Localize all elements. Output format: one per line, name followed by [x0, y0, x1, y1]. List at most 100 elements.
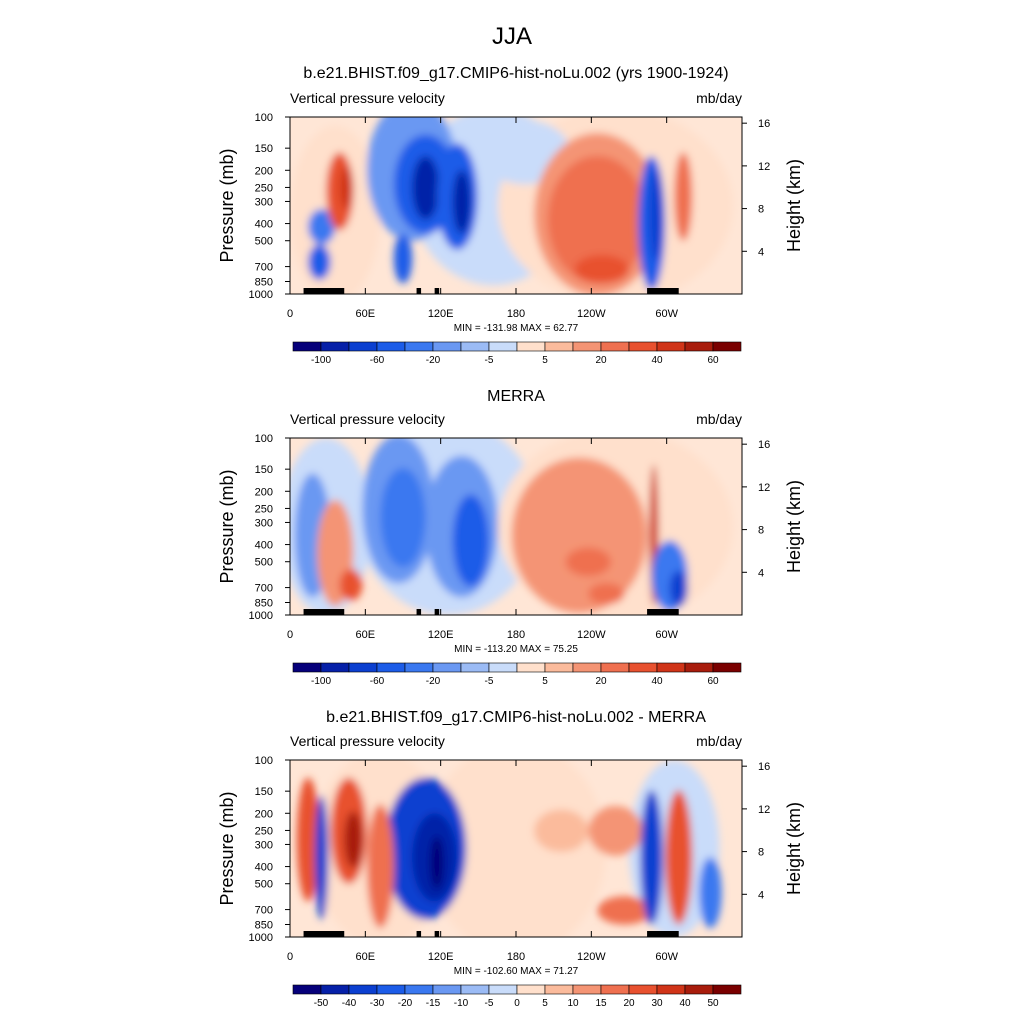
y2-axis-title: Height (km) [784, 802, 804, 895]
colorbar-swatch [376, 662, 406, 673]
colorbar-swatch [292, 662, 322, 673]
colorbar-swatch [432, 341, 462, 352]
panel-0: b.e21.BHIST.f09_g17.CMIP6-hist-noLu.002 … [217, 65, 804, 366]
colorbar-label: -5 [485, 998, 494, 1009]
y-tick-label: 200 [255, 165, 273, 177]
y2-tick-label: 12 [758, 161, 770, 173]
colorbar-label: 0 [514, 998, 520, 1009]
colorbar-label: -40 [342, 998, 357, 1009]
colorbar-swatch [712, 662, 742, 673]
colorbar-label: 60 [707, 676, 719, 687]
y-axis-title: Pressure (mb) [217, 791, 237, 905]
colorbar-swatch [684, 984, 714, 995]
y-tick-label: 400 [255, 219, 273, 231]
colorbar-label: -60 [370, 676, 385, 687]
colorbar-label: -20 [426, 676, 441, 687]
y-tick-label: 700 [255, 905, 273, 917]
colorbar-swatch [488, 984, 518, 995]
colorbar-label: 15 [595, 998, 607, 1009]
colorbar-label: 20 [623, 998, 635, 1009]
colorbar-label: -15 [426, 998, 441, 1009]
y2-tick-label: 16 [758, 761, 770, 773]
y-axis-title: Pressure (mb) [217, 148, 237, 262]
y-tick-label: 500 [255, 879, 273, 891]
y-tick-label: 100 [255, 433, 273, 445]
main-title: JJA [492, 23, 532, 50]
colorbar-label: 5 [542, 355, 548, 366]
colorbar-swatch [628, 341, 658, 352]
topography [647, 288, 679, 294]
x-tick-label: 180 [507, 629, 525, 641]
colorbar-label: 20 [595, 676, 607, 687]
colorbar-swatch [432, 984, 462, 995]
y-tick-label: 100 [255, 112, 273, 124]
colorbar-swatch [404, 341, 434, 352]
colorbar-swatch [292, 984, 322, 995]
contour-blob [393, 233, 413, 284]
y-tick-label: 250 [255, 182, 273, 194]
y2-tick-label: 4 [758, 567, 764, 579]
contour-field [290, 438, 742, 615]
units-label: mb/day [696, 411, 742, 427]
x-tick-label: 120W [577, 951, 606, 963]
colorbar-label: 30 [651, 998, 663, 1009]
contour-blob [314, 795, 329, 920]
colorbar-swatch [628, 984, 658, 995]
topography [434, 609, 440, 615]
colorbar-swatch [712, 341, 742, 352]
y-axis-title: Pressure (mb) [217, 469, 237, 583]
y2-tick-label: 8 [758, 204, 764, 216]
colorbar-swatch [600, 341, 630, 352]
x-tick-label: 120W [577, 308, 606, 320]
colorbar-swatch [320, 662, 350, 673]
topography [303, 931, 345, 937]
colorbar-swatch [460, 341, 490, 352]
y-tick-label: 1000 [249, 610, 273, 622]
colorbar: -100 -60 -20 -5 5 20 40 60 [292, 662, 742, 687]
contour-blob [339, 166, 354, 210]
panel-title: b.e21.BHIST.f09_g17.CMIP6-hist-noLu.002 … [303, 65, 728, 82]
colorbar-swatch [460, 984, 490, 995]
y2-tick-label: 8 [758, 847, 764, 859]
x-tick-label: 60W [655, 308, 678, 320]
colorbar-swatch [320, 341, 350, 352]
colorbar-swatch [516, 662, 546, 673]
colorbar-swatch [544, 662, 574, 673]
colorbar-label: 40 [651, 355, 663, 366]
contour-blob [366, 804, 394, 929]
colorbar-swatch [320, 984, 350, 995]
contour-blob [588, 583, 625, 605]
contour-blob [699, 857, 722, 929]
x-tick-label: 180 [507, 308, 525, 320]
colorbar-swatch [600, 662, 630, 673]
panel-title: b.e21.BHIST.f09_g17.CMIP6-hist-noLu.002 … [326, 709, 706, 726]
colorbar-label: -100 [311, 355, 331, 366]
y-tick-label: 1000 [249, 289, 273, 301]
colorbar-swatch [404, 984, 434, 995]
colorbar-swatch [544, 984, 574, 995]
contour-blob [296, 777, 320, 902]
units-label: mb/day [696, 90, 742, 106]
variable-label: Vertical pressure velocity [290, 733, 445, 749]
y2-axis-title: Height (km) [784, 480, 804, 573]
colorbar-label: -5 [485, 676, 494, 687]
contour-field [290, 117, 742, 294]
variable-label: Vertical pressure velocity [290, 90, 445, 106]
contour-blob [588, 806, 643, 856]
contour-blob [674, 152, 693, 241]
x-tick-label: 60W [655, 629, 678, 641]
min-max-label: MIN = -102.60 MAX = 71.27 [454, 966, 579, 977]
colorbar-swatch [376, 341, 406, 352]
contour-blob [665, 790, 693, 925]
colorbar-swatch [292, 341, 322, 352]
y-tick-label: 250 [255, 825, 273, 837]
colorbar-swatch [544, 341, 574, 352]
y-tick-label: 400 [255, 540, 273, 552]
topography [416, 609, 422, 615]
y-tick-label: 150 [255, 464, 273, 476]
colorbar-label: 10 [567, 998, 579, 1009]
y2-tick-label: 4 [758, 246, 764, 258]
x-tick-label: 120E [428, 951, 454, 963]
colorbar-label: 50 [707, 998, 719, 1009]
y2-tick-label: 16 [758, 118, 770, 130]
